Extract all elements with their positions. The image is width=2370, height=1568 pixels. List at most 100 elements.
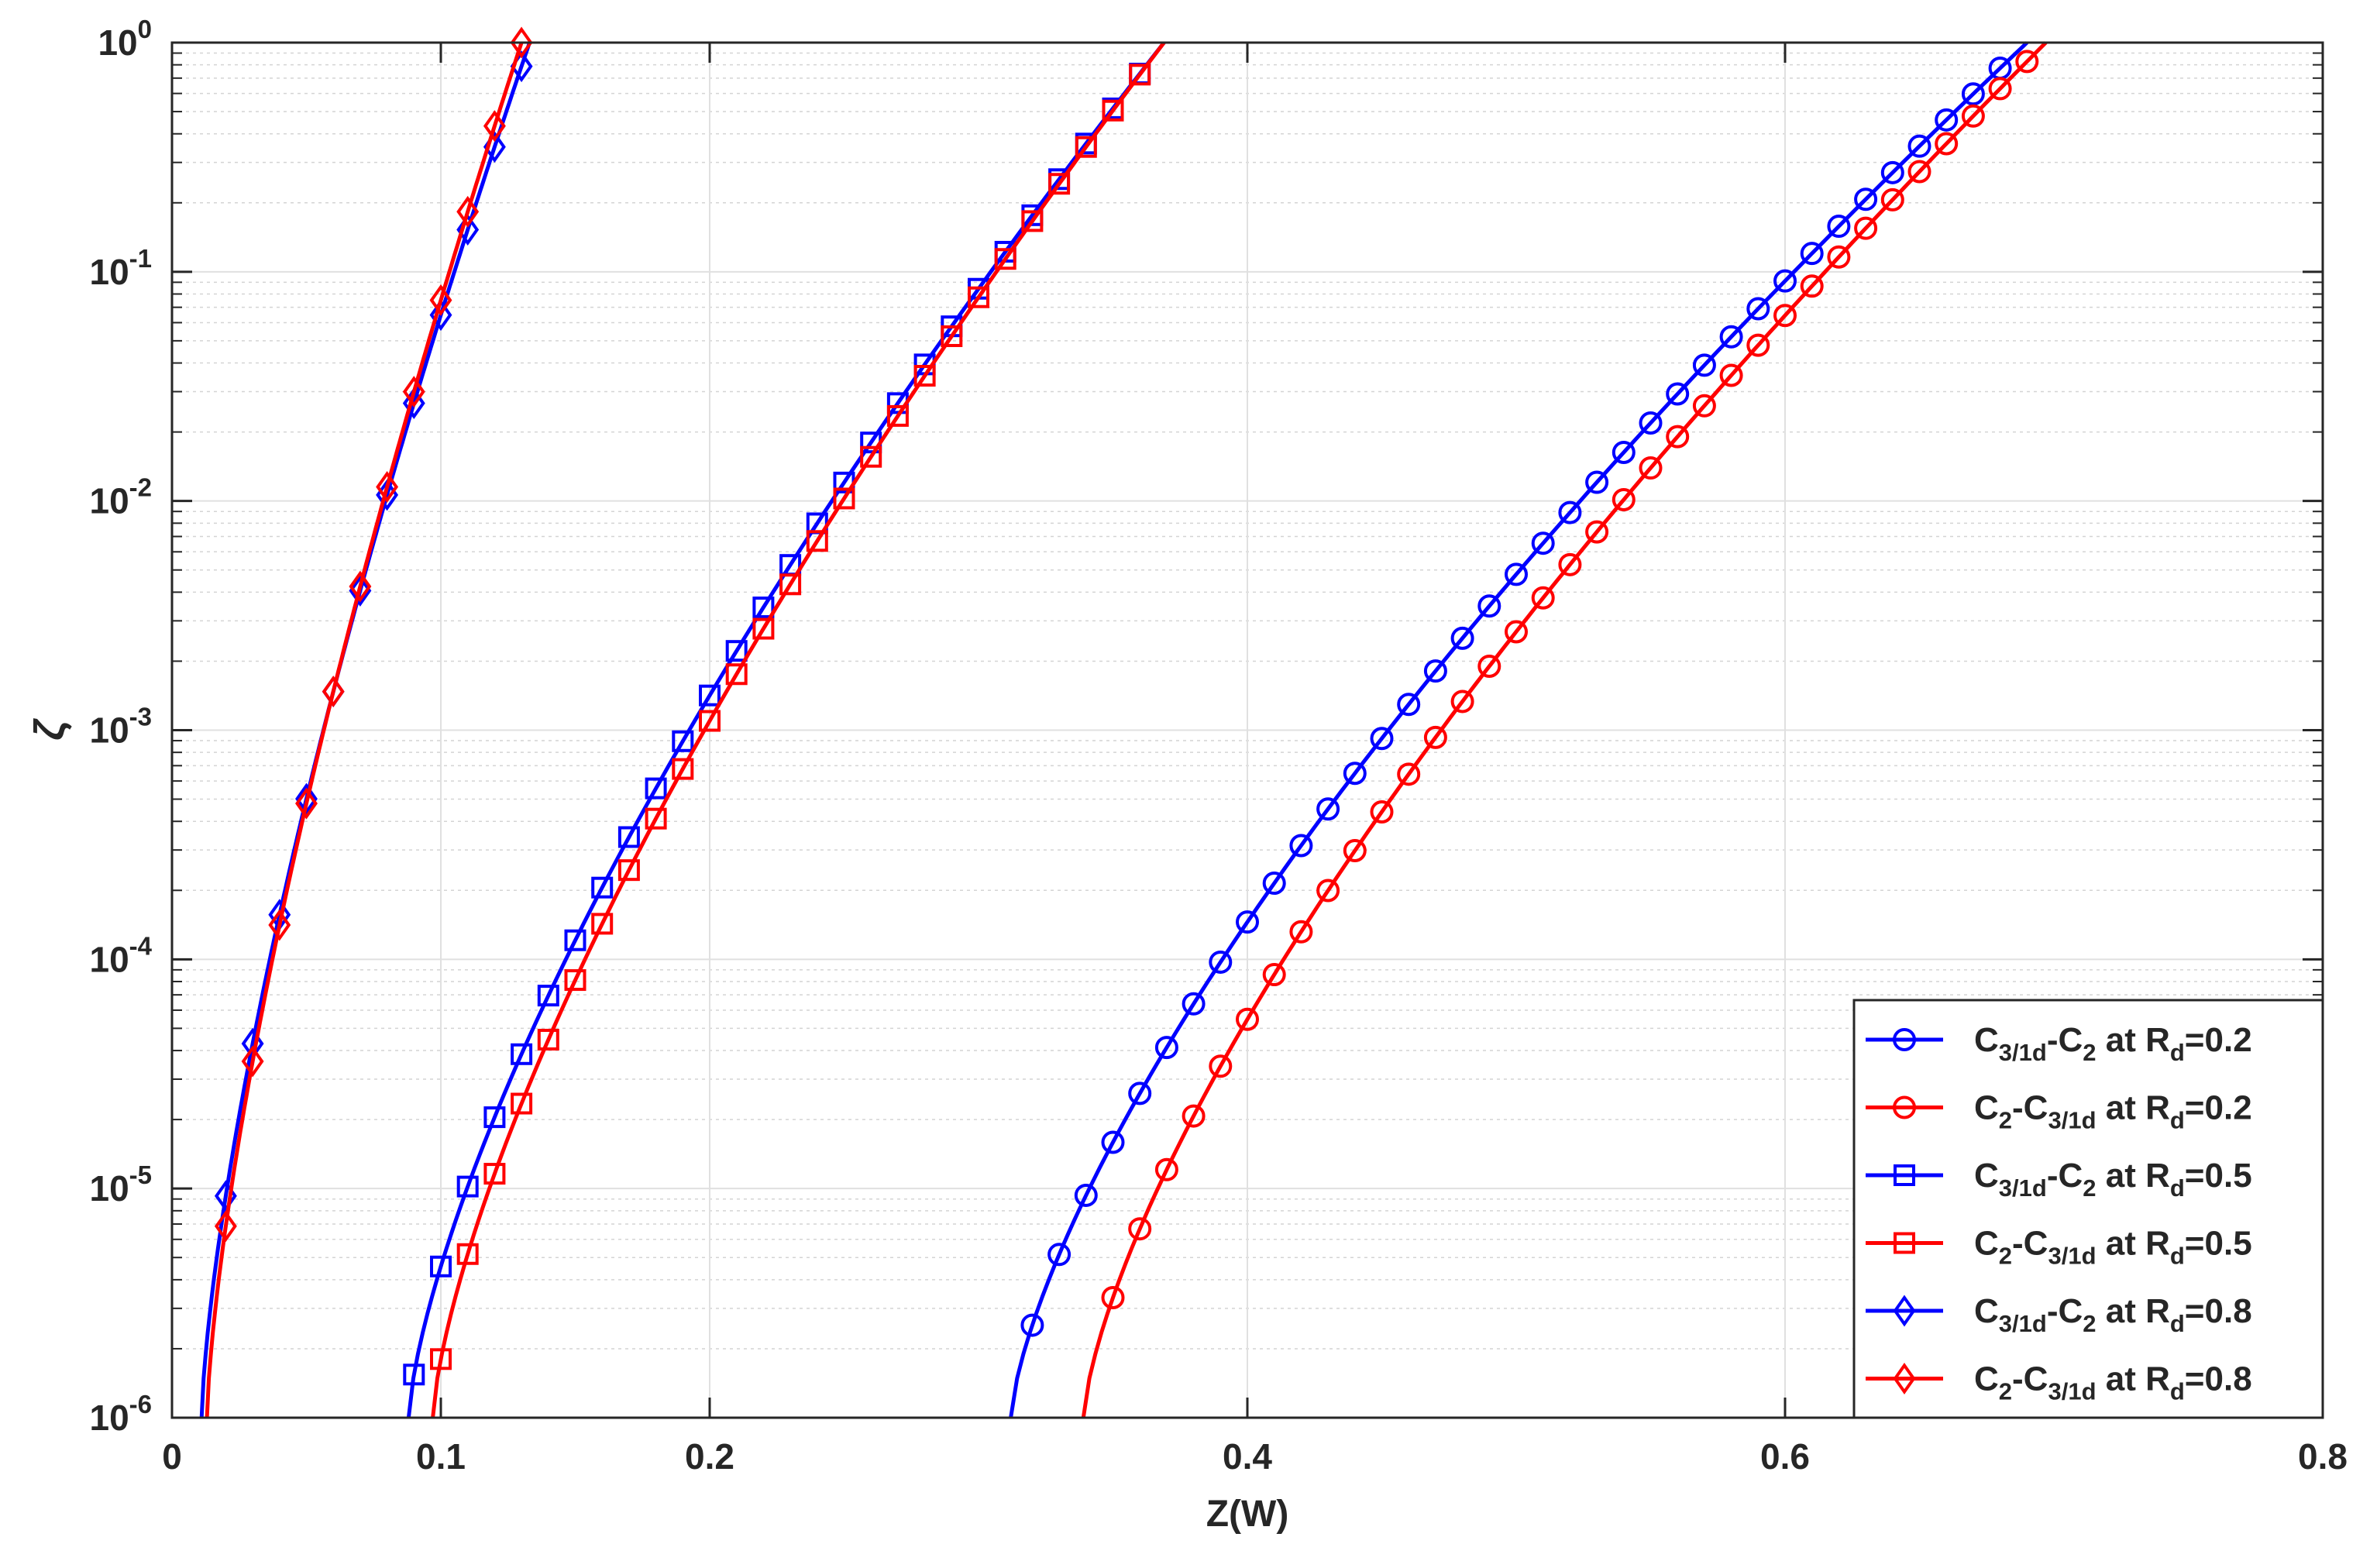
data-point-circle: [1101, 1285, 1125, 1309]
data-point-circle: [1397, 693, 1421, 717]
data-point-square: [456, 1243, 479, 1265]
data-point-square: [511, 1043, 533, 1065]
data-point-circle: [1961, 82, 1985, 106]
data-point-circle: [1316, 797, 1340, 821]
data-point-circle: [1477, 655, 1501, 679]
data-point-circle: [1719, 325, 1743, 349]
data-point-circle: [1907, 134, 1931, 158]
data-point-circle: [1101, 1130, 1125, 1154]
legend-marker-circle: [1893, 1095, 1916, 1119]
legend-label: C2-C3/1d at Rd=0.5: [1974, 1225, 2252, 1270]
series-3: [403, 41, 1166, 1418]
data-point-circle: [1907, 160, 1931, 184]
data-point-circle: [1370, 727, 1394, 751]
data-point-circle: [1262, 872, 1286, 896]
data-point-circle: [1827, 215, 1851, 239]
data-point-diamond: [483, 110, 506, 143]
data-point-circle: [1746, 297, 1770, 321]
data-point-circle: [1880, 160, 1904, 184]
data-point-circle: [1236, 910, 1259, 934]
x-tick-label: 0.2: [685, 1436, 734, 1477]
data-point-circle: [1880, 187, 1904, 211]
data-point-circle: [1558, 552, 1582, 576]
data-point-diamond: [349, 570, 372, 603]
data-point-circle: [1935, 132, 1959, 156]
data-point-square: [1048, 173, 1071, 195]
series-line: [205, 42, 524, 1418]
data-point-circle: [1666, 382, 1690, 406]
legend-item: C2-C3/1d at Rd=0.2: [1866, 1089, 2252, 1134]
legend-label: C2-C3/1d at Rd=0.8: [1974, 1360, 2252, 1405]
data-point-square: [725, 663, 748, 686]
data-point-square: [591, 876, 614, 899]
legend-marker-diamond: [1893, 1295, 1916, 1327]
data-point-square: [430, 1255, 452, 1277]
data-point-square: [617, 859, 640, 882]
data-point-diamond: [241, 1045, 264, 1078]
data-point-square: [806, 530, 828, 552]
data-point-circle: [1209, 950, 1233, 974]
data-point-circle: [1505, 562, 1528, 586]
data-point-diamond: [429, 299, 452, 332]
data-point-circle: [1773, 269, 1797, 293]
x-tick-label: 0.1: [416, 1436, 466, 1477]
data-point-square: [833, 487, 855, 510]
data-point-circle: [1343, 762, 1367, 786]
data-point-square: [752, 597, 775, 619]
data-point-square: [672, 730, 694, 752]
data-point-diamond: [402, 387, 425, 420]
data-point-square: [483, 1163, 506, 1185]
data-point-square: [725, 640, 748, 662]
data-point-circle: [1343, 839, 1367, 863]
data-point-diamond: [295, 787, 318, 820]
data-point-circle: [1397, 762, 1421, 786]
x-tick-label: 0: [162, 1436, 182, 1477]
data-point-circle: [1531, 531, 1555, 555]
data-point-square: [1021, 210, 1044, 232]
data-point-circle: [2015, 50, 2039, 74]
data-point-square: [564, 929, 586, 951]
data-point-circle: [1182, 1104, 1206, 1128]
data-point-diamond: [268, 909, 291, 941]
x-axis-label: Z(W): [1206, 1494, 1289, 1535]
x-tick-label: 0.8: [2298, 1436, 2348, 1477]
data-point-square: [968, 286, 989, 308]
legend-box: [1852, 999, 2324, 1419]
data-point-circle: [1020, 1313, 1044, 1337]
data-point-circle: [1854, 187, 1878, 211]
legend-marker-square: [1894, 1164, 1915, 1186]
data-point-circle: [1047, 1243, 1071, 1267]
data-point-square: [430, 1348, 452, 1370]
data-point-diamond: [376, 471, 399, 503]
legend-item: C2-C3/1d at Rd=0.5: [1866, 1225, 2252, 1270]
data-point-circle: [1128, 1081, 1152, 1106]
data-point-circle: [1692, 353, 1716, 377]
legend-marker-diamond: [1893, 1363, 1916, 1394]
data-point-diamond: [349, 575, 372, 607]
data-point-circle: [1558, 500, 1582, 524]
series-4: [430, 41, 1166, 1418]
data-point-square: [456, 1175, 479, 1198]
data-point-square: [617, 826, 640, 848]
data-point-circle: [1128, 1217, 1152, 1241]
data-point-circle: [1854, 216, 1878, 240]
data-point-diamond: [402, 376, 425, 408]
data-point-square: [537, 985, 559, 1007]
data-point-square: [483, 1106, 506, 1129]
series-line: [431, 41, 1166, 1418]
data-point-square: [860, 445, 882, 468]
data-point-circle: [1531, 586, 1555, 610]
data-point-diamond: [322, 676, 345, 708]
data-point-square: [699, 710, 721, 732]
legend: C3/1d-C2 at Rd=0.2C2-C3/1d at Rd=0.2C3/1…: [1852, 999, 2324, 1419]
data-point-square: [645, 807, 667, 830]
data-point-square: [672, 758, 694, 780]
legend-marker-circle: [1893, 1028, 1916, 1051]
data-point-circle: [1477, 594, 1501, 618]
data-point-square: [913, 365, 936, 387]
data-point-square: [591, 913, 614, 935]
x-tick-label: 0.6: [1760, 1436, 1810, 1477]
data-point-circle: [1666, 425, 1690, 449]
